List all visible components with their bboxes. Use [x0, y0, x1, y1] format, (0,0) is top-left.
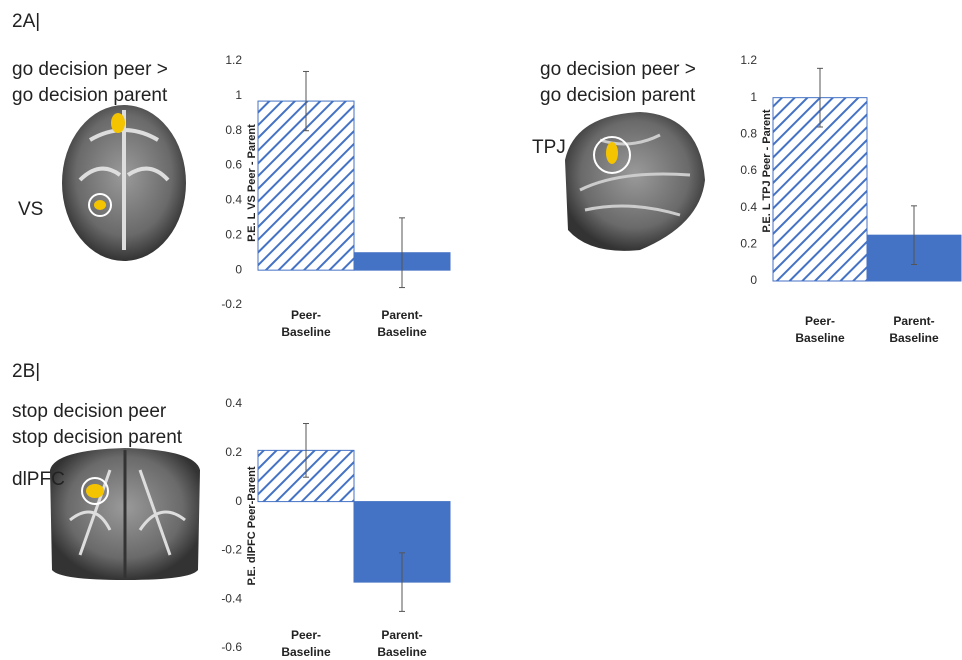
brain-image-tpj — [565, 112, 705, 251]
y-tick-label: 0.2 — [225, 445, 242, 459]
chart-title: go decision peer > — [12, 59, 168, 80]
y-tick-label: -0.6 — [221, 640, 242, 654]
y-tick-label: -0.2 — [221, 543, 242, 557]
region-label: dlPFC — [12, 469, 65, 490]
y-tick-label: 0.4 — [225, 396, 242, 410]
y-tick-label: 0 — [235, 262, 242, 276]
y-tick-label: 0.8 — [740, 127, 757, 141]
x-tick-label: Parent-Baseline — [377, 308, 427, 339]
y-axis-label: P.E. L TPJ Peer - Parent — [761, 109, 773, 232]
chart-title: stop decision parent — [12, 427, 183, 448]
x-tick-label: Peer-Baseline — [281, 308, 331, 339]
y-tick-label: 0 — [235, 494, 242, 508]
panel-label: 2B| — [12, 361, 40, 382]
chart-title: go decision parent — [12, 85, 168, 106]
y-axis-label: P.E. L VS Peer - Parent — [246, 124, 258, 242]
bar — [353, 501, 451, 583]
x-tick-label: Peer-Baseline — [795, 314, 845, 345]
y-tick-label: -0.2 — [221, 297, 242, 311]
region-label: TPJ — [532, 137, 566, 158]
y-tick-label: 0.4 — [740, 200, 757, 214]
brain-image-dlpfc — [50, 448, 200, 580]
y-tick-label: 0.6 — [225, 158, 242, 172]
y-tick-label: 0.4 — [225, 193, 242, 207]
y-tick-label: 1.2 — [740, 53, 757, 67]
y-tick-label: 0 — [750, 273, 757, 287]
y-tick-label: 1.2 — [225, 53, 242, 67]
bar — [772, 97, 868, 282]
brain-image-vs — [62, 105, 186, 261]
x-tick-label: Parent-Baseline — [889, 314, 939, 345]
chart-title: go decision parent — [540, 85, 696, 106]
chart-title: stop decision peer — [12, 401, 167, 422]
panel-label: 2A| — [12, 11, 40, 32]
region-label: VS — [18, 199, 43, 220]
y-tick-label: 1 — [750, 90, 757, 104]
x-tick-label: Peer-Baseline — [281, 628, 331, 659]
chart-title: go decision peer > — [540, 59, 696, 80]
y-axis-label: P.E. dlPFC Peer-Parent — [246, 466, 258, 585]
y-tick-label: 0.2 — [225, 227, 242, 241]
y-tick-label: 1 — [235, 88, 242, 102]
y-tick-label: -0.4 — [221, 591, 242, 605]
x-tick-label: Parent-Baseline — [377, 628, 427, 659]
y-tick-label: 0.8 — [225, 123, 242, 137]
y-tick-label: 0.2 — [740, 237, 757, 251]
y-tick-label: 0.6 — [740, 163, 757, 177]
